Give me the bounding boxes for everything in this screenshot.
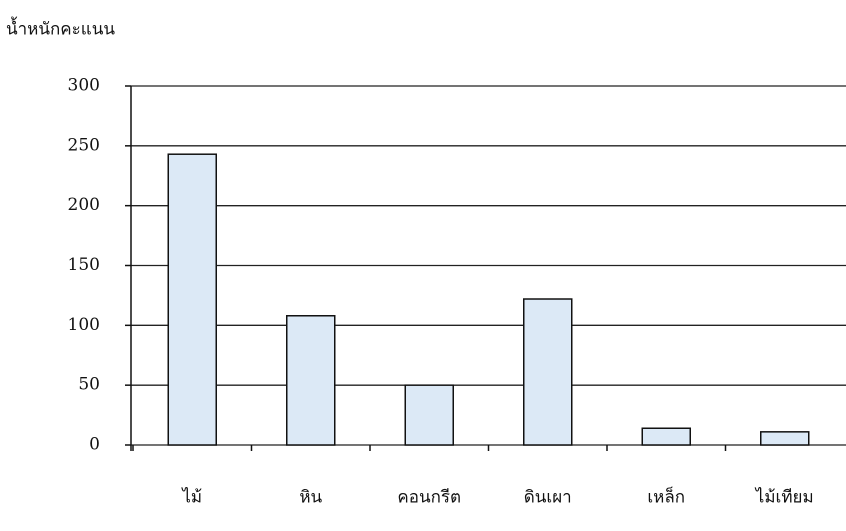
y-axis-label: น้ำหนักคะแนน: [6, 17, 115, 40]
bar: [523, 298, 573, 446]
y-tick-label: 250: [68, 135, 100, 155]
y-tick-label: 200: [68, 195, 100, 215]
y-tick-label: 50: [78, 375, 100, 395]
bar: [404, 384, 454, 446]
x-tick-label: ไม้: [180, 487, 202, 508]
y-tick-label: 150: [68, 255, 100, 275]
x-tick-label: หิน: [299, 488, 322, 508]
y-tick-label: 100: [68, 315, 100, 335]
x-tick-label: ไม้เทียม: [754, 487, 814, 508]
bar: [760, 431, 810, 446]
y-tick-label: 0: [89, 435, 100, 455]
x-tick-label: เหล็ก: [647, 486, 685, 508]
y-tick-label: 300: [68, 76, 100, 96]
bar: [167, 153, 217, 446]
x-tick-label: ดินเผา: [524, 488, 572, 508]
bar: [286, 315, 336, 446]
x-tick-label: คอนกรีต: [397, 488, 461, 508]
bar: [641, 427, 691, 446]
